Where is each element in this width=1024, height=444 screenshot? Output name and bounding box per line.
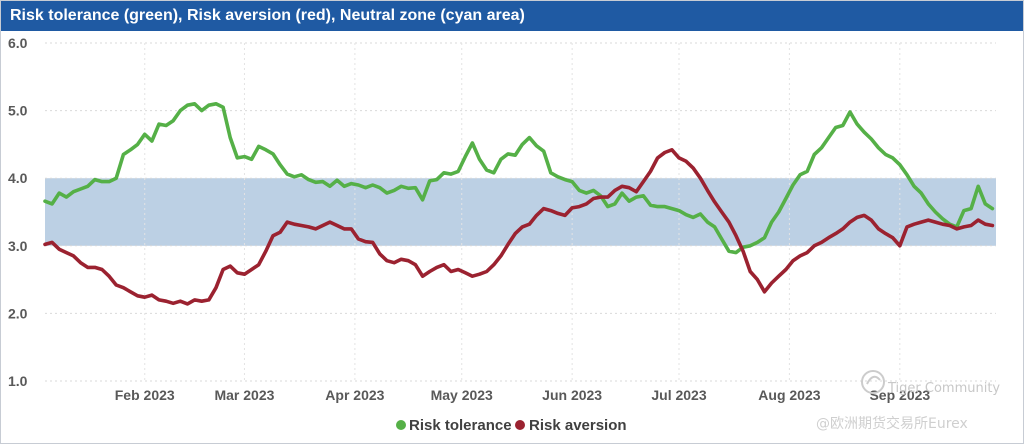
x-tick-label: Mar 2023: [214, 387, 274, 403]
y-tick-label: 1.0: [8, 373, 28, 389]
y-axis: 1.0 2.0 3.0 4.0 5.0 6.0: [8, 35, 28, 389]
legend-marker-risk-aversion: [515, 420, 525, 430]
grid-layer: [45, 42, 996, 382]
y-tick-label: 4.0: [8, 170, 28, 186]
y-tick-label: 2.0: [8, 305, 28, 321]
series-line-risk-tolerance: [43, 102, 995, 255]
neutral-zone-band: [45, 178, 996, 246]
series-line-risk-aversion: [43, 148, 995, 306]
x-tick-label: Aug 2023: [758, 387, 820, 403]
title-bar: Risk tolerance (green), Risk aversion (r…: [1, 1, 1023, 31]
x-tick-label: Sep 2023: [869, 387, 930, 403]
tiger-logo-icon: [861, 370, 885, 394]
x-tick-label: Jun 2023: [542, 387, 602, 403]
watermark-line1: Tiger Community: [887, 381, 1000, 396]
legend-label-risk-aversion: Risk aversion: [529, 417, 627, 434]
x-tick-label: Jul 2023: [651, 387, 706, 403]
watermark-line2: @欧洲期货交易所Eurex: [816, 415, 968, 432]
series-layer: [43, 102, 995, 306]
x-tick-label: May 2023: [431, 387, 493, 403]
y-tick-label: 5.0: [8, 103, 28, 119]
legend: Risk tolerance Risk aversion: [396, 417, 627, 434]
neutral-zone-layer: [45, 178, 996, 246]
x-axis: Feb 2023 Mar 2023 Apr 2023 May 2023 Jun 2023…: [115, 387, 931, 403]
x-tick-label: Apr 2023: [325, 387, 384, 403]
y-tick-label: 6.0: [8, 35, 28, 51]
legend-label-risk-tolerance: Risk tolerance: [409, 417, 512, 434]
legend-marker-risk-tolerance: [396, 420, 406, 430]
y-tick-label: 3.0: [8, 238, 28, 254]
x-tick-label: Feb 2023: [115, 387, 175, 403]
watermark: Tiger Community @欧洲期货交易所Eurex: [816, 370, 1000, 432]
chart-title: Risk tolerance (green), Risk aversion (r…: [10, 7, 525, 24]
